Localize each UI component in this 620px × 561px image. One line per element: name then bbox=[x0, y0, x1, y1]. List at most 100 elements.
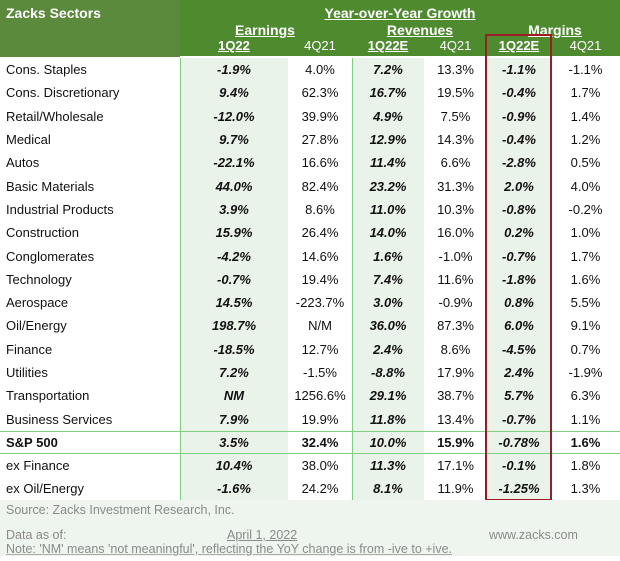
sector-name: S&P 500 bbox=[6, 434, 58, 450]
value-cell: 87.3% bbox=[437, 318, 474, 334]
value-cell: 14.6% bbox=[301, 248, 339, 264]
value-cell: 2.4% bbox=[487, 360, 551, 385]
sector-name: ex Oil/Energy bbox=[6, 481, 85, 497]
value-cell: 1.4% bbox=[570, 108, 601, 124]
sector-name: Medical bbox=[6, 132, 51, 148]
value-cell: 8.6% bbox=[305, 201, 335, 217]
sector-name: Industrial Products bbox=[6, 201, 114, 217]
table-row: ex Finance 10.4% 38.0% 11.3% 17.1% -0.1% 1.8% bbox=[0, 454, 620, 478]
value-cell: 0.7% bbox=[570, 341, 601, 357]
value-cell: -12.0% bbox=[180, 104, 288, 128]
value-cell: 44.0% bbox=[180, 174, 288, 198]
sector-name: Autos bbox=[6, 155, 40, 171]
value-cell: 7.2% bbox=[352, 58, 424, 82]
table-row: Medical 9.7% 27.8% 12.9% 14.3% -0.4% 1.2% bbox=[0, 127, 620, 152]
table-row: Oil/Energy 198.7% N/M 36.0% 87.3% 6.0% 9.1% bbox=[0, 314, 620, 338]
value-cell: -0.78% bbox=[487, 431, 551, 454]
value-cell: -0.9% bbox=[487, 104, 551, 128]
revenues-header: Revenues bbox=[386, 22, 454, 38]
table-row: Transportation NM 1256.6% 29.1% 38.7% 5.7% 6.3… bbox=[0, 384, 620, 408]
data-as-of-label: Data as of: bbox=[6, 528, 67, 542]
table-row: ex Oil/Energy -1.6% 24.2% 8.1% 11.9% -1.25% 1.… bbox=[0, 477, 620, 501]
value-cell: -1.1% bbox=[568, 62, 603, 78]
yoy-growth-title: Year-over-Year Growth bbox=[324, 5, 476, 21]
value-cell: 17.1% bbox=[437, 458, 474, 474]
value-cell: 19.4% bbox=[301, 271, 339, 287]
value-cell: 1.6% bbox=[570, 434, 601, 450]
sector-name: Construction bbox=[6, 225, 79, 241]
value-cell: 38.0% bbox=[301, 458, 339, 474]
value-cell: 62.3% bbox=[301, 85, 339, 101]
value-cell: 14.5% bbox=[180, 290, 288, 315]
value-cell: 0.2% bbox=[487, 221, 551, 245]
sector-name: Technology bbox=[6, 271, 72, 287]
value-cell: -0.4% bbox=[487, 81, 551, 105]
value-cell: 1.1% bbox=[570, 411, 601, 427]
margins-highlight-box bbox=[485, 34, 552, 501]
table-header: Zacks Sectors Year-over-Year Growth Earn… bbox=[0, 0, 620, 57]
sector-name: Finance bbox=[6, 341, 53, 357]
value-cell: 39.9% bbox=[301, 108, 339, 124]
value-cell: 3.5% bbox=[180, 431, 288, 454]
col-revenues-1q22e: 1Q22E bbox=[367, 38, 409, 53]
value-cell: -1.25% bbox=[487, 477, 551, 501]
value-cell: 0.5% bbox=[570, 155, 601, 171]
value-cell: 15.9% bbox=[437, 434, 474, 450]
value-cell: -0.8% bbox=[487, 197, 551, 222]
sector-table: Cons. Staples -1.9% 4.0% 7.2% 13.3% -1.1% -1.1… bbox=[0, 58, 620, 501]
value-cell: -1.9% bbox=[568, 365, 603, 380]
col-margins-1q22e: 1Q22E bbox=[498, 38, 540, 53]
value-cell: 32.4% bbox=[301, 434, 339, 450]
value-cell: 11.0% bbox=[352, 197, 424, 222]
value-cell: 1.7% bbox=[570, 248, 601, 264]
value-cell: 29.1% bbox=[352, 384, 424, 408]
value-cell: 38.7% bbox=[437, 388, 474, 404]
value-cell: 26.4% bbox=[301, 225, 339, 241]
value-cell: 12.9% bbox=[352, 127, 424, 152]
value-cell: 2.4% bbox=[352, 337, 424, 361]
value-cell: 12.7% bbox=[301, 341, 339, 357]
value-cell: 31.3% bbox=[437, 178, 474, 194]
value-cell: -1.5% bbox=[303, 365, 337, 380]
divider bbox=[352, 58, 353, 500]
value-cell: -223.7% bbox=[295, 295, 345, 311]
value-cell: 8.1% bbox=[352, 477, 424, 501]
value-cell: 4.0% bbox=[305, 62, 335, 78]
value-cell: 19.5% bbox=[437, 85, 474, 101]
sector-name: Transportation bbox=[6, 388, 90, 404]
value-cell: -0.7% bbox=[487, 407, 551, 431]
value-cell: 4.9% bbox=[352, 104, 424, 128]
value-cell: 2.0% bbox=[487, 174, 551, 198]
value-cell: 27.8% bbox=[301, 132, 339, 148]
footer: Source: Zacks Investment Research, Inc. … bbox=[0, 500, 620, 556]
value-cell: -8.8% bbox=[352, 360, 424, 385]
table-row: Industrial Products 3.9% 8.6% 11.0% 10.3% -0.… bbox=[0, 197, 620, 222]
table-row: Technology -0.7% 19.4% 7.4% 11.6% -1.8% 1.6% bbox=[0, 267, 620, 291]
value-cell: 17.9% bbox=[437, 365, 474, 380]
table-row: Finance -18.5% 12.7% 2.4% 8.6% -4.5% 0.7% bbox=[0, 337, 620, 361]
sector-name: Business Services bbox=[6, 411, 113, 427]
value-cell: 4.0% bbox=[570, 178, 601, 194]
value-cell: 1.3% bbox=[570, 481, 601, 497]
value-cell: 10.0% bbox=[352, 431, 424, 454]
value-cell: 1.6% bbox=[570, 271, 601, 287]
value-cell: 6.0% bbox=[487, 314, 551, 338]
divider bbox=[180, 58, 181, 500]
value-cell: 7.2% bbox=[180, 360, 288, 385]
value-cell: 7.9% bbox=[180, 407, 288, 431]
value-cell: 3.9% bbox=[180, 197, 288, 222]
value-cell: -0.1% bbox=[487, 454, 551, 478]
value-cell: 11.9% bbox=[437, 481, 474, 497]
value-cell: -1.1% bbox=[487, 58, 551, 82]
value-cell: 6.3% bbox=[570, 388, 601, 404]
value-cell: 5.5% bbox=[570, 295, 601, 311]
sectors-header: Zacks Sectors bbox=[0, 0, 180, 57]
value-cell: 1.7% bbox=[570, 85, 601, 101]
value-cell: -2.8% bbox=[487, 151, 551, 175]
table-row: Business Services 7.9% 19.9% 11.8% 13.4% -0.7… bbox=[0, 407, 620, 431]
earnings-header: Earnings bbox=[235, 22, 295, 38]
value-cell: N/M bbox=[308, 318, 332, 334]
table-row: S&P 500 3.5% 32.4% 10.0% 15.9% -0.78% 1.6% bbox=[0, 430, 620, 455]
source-text: Source: Zacks Investment Research, Inc. bbox=[6, 503, 235, 517]
value-cell: -0.7% bbox=[180, 267, 288, 291]
